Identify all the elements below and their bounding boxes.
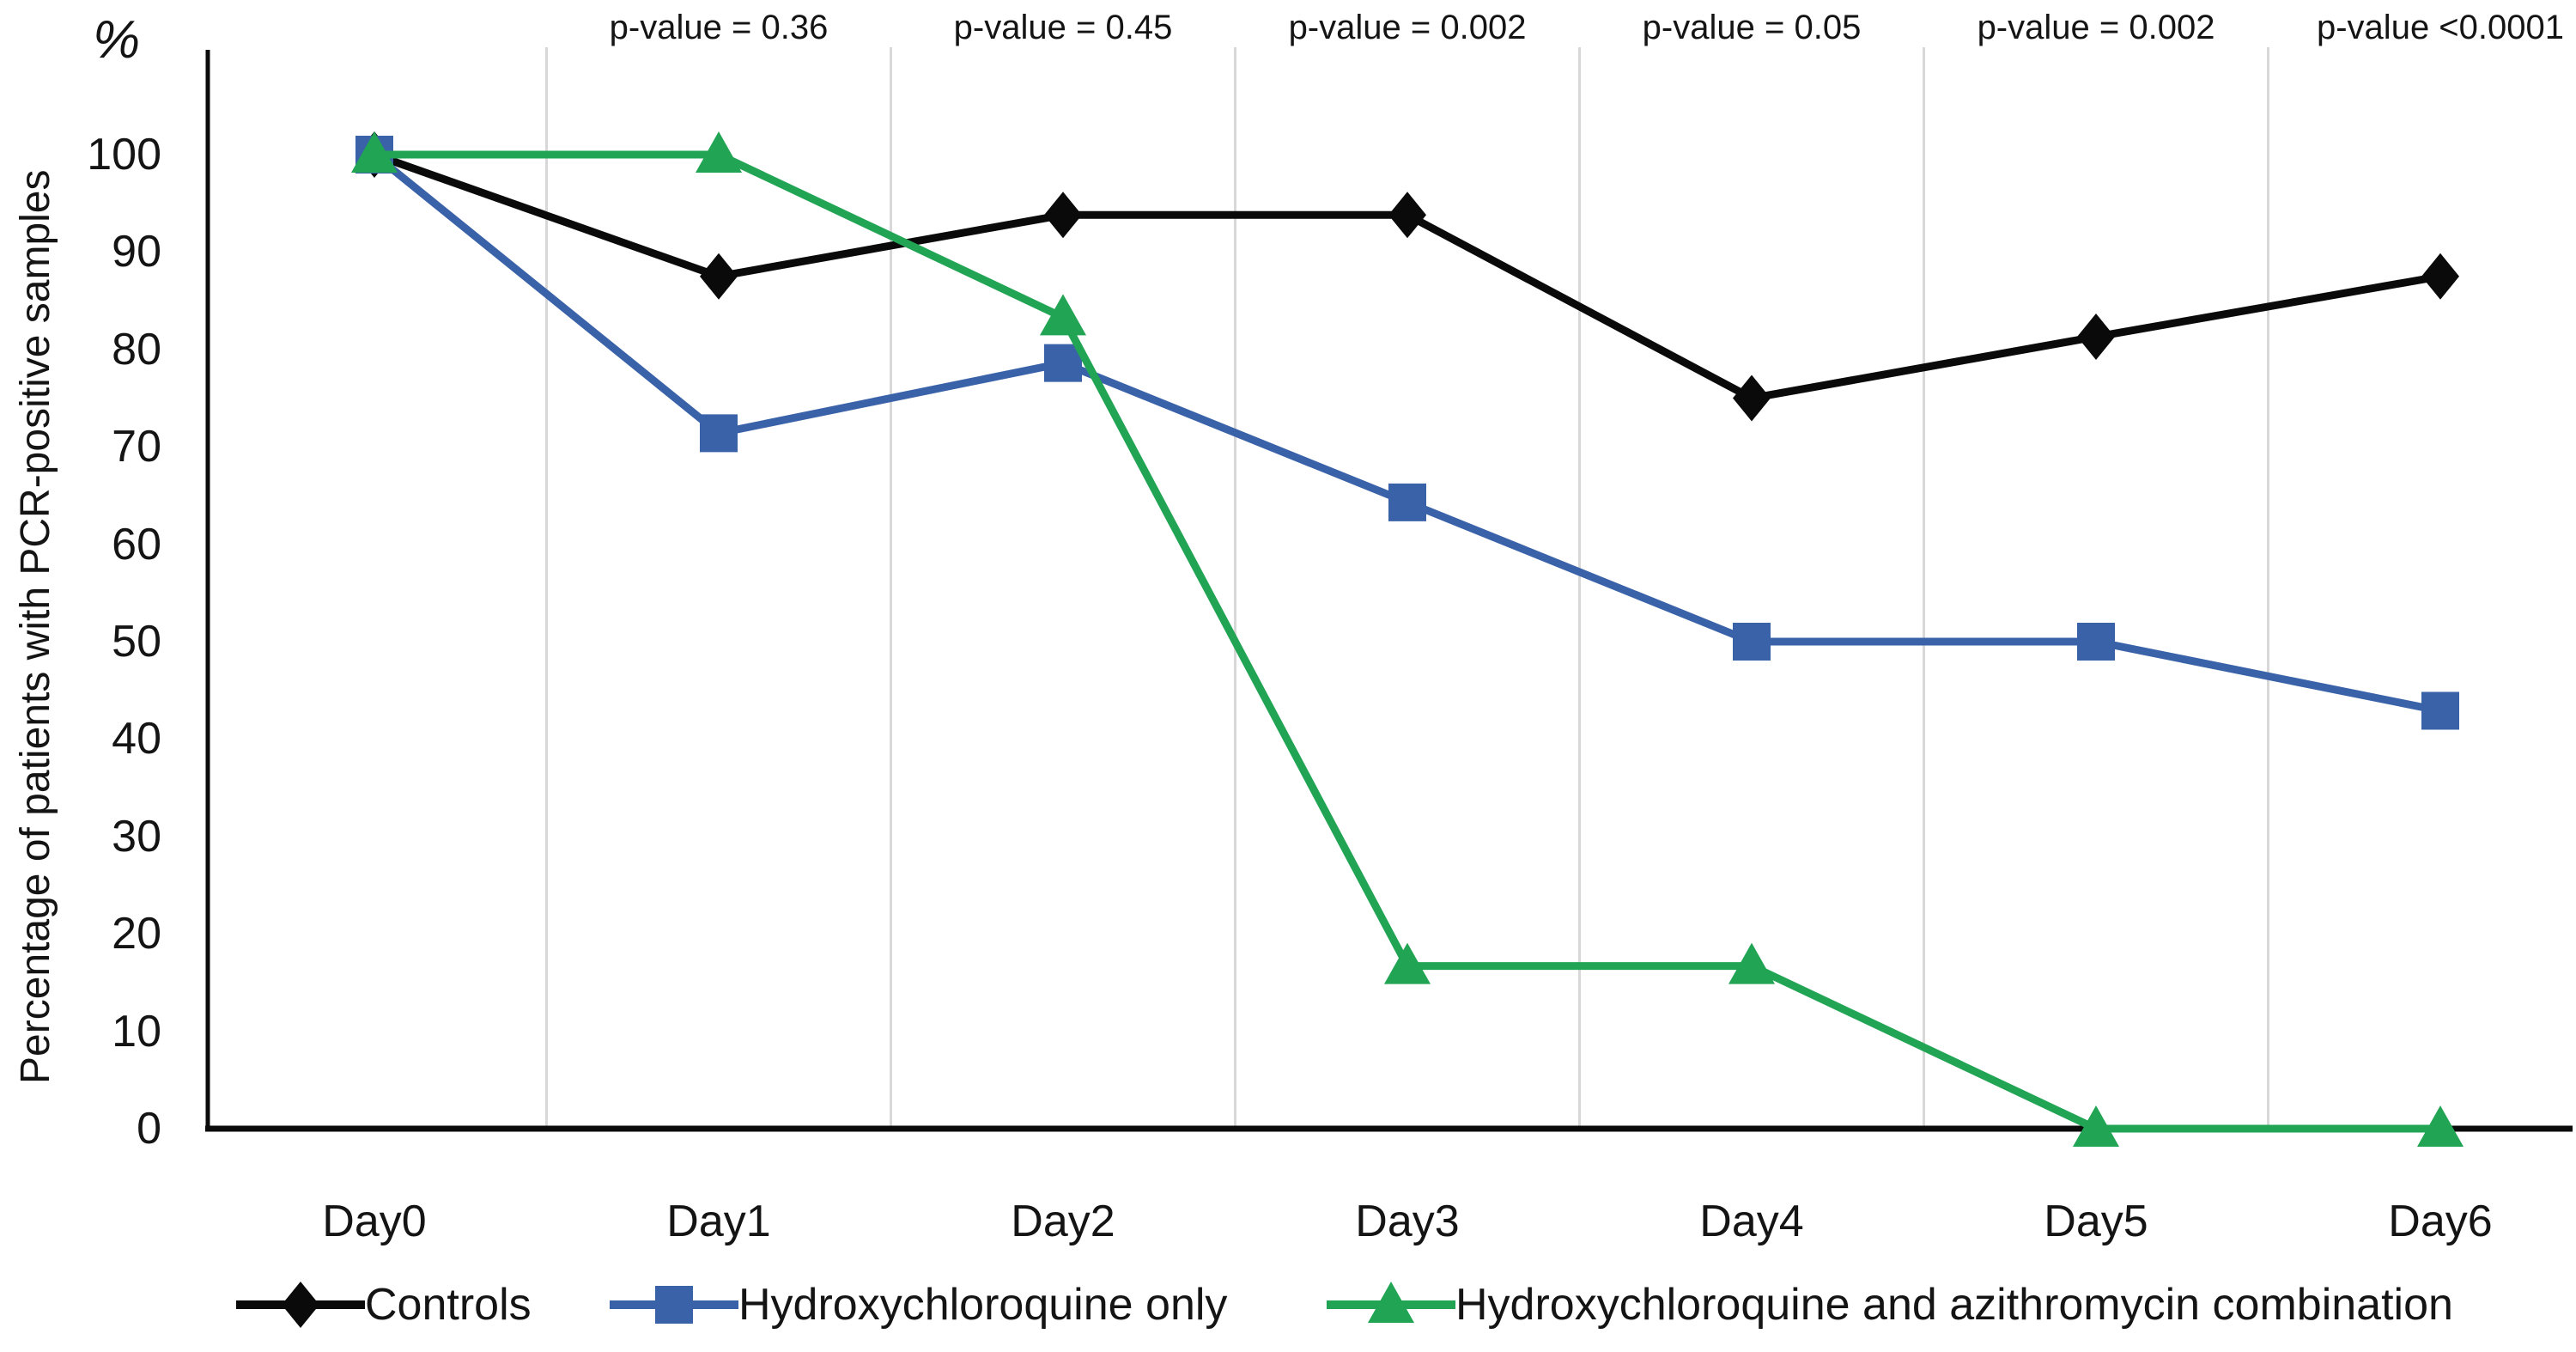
diamond-marker-day3 xyxy=(1388,192,1426,239)
y-tick-label-70: 70 xyxy=(112,422,161,472)
triangle-marker-day0 xyxy=(351,131,398,173)
diamond-marker-day6 xyxy=(2421,253,2459,300)
square-marker-day4 xyxy=(1733,623,1771,661)
diamond-marker-day4 xyxy=(1733,375,1771,422)
x-tick-label-day3: Day3 xyxy=(1355,1197,1460,1246)
series-line-controls xyxy=(373,150,2441,403)
diamond-marker-day2 xyxy=(1044,192,1082,239)
y-axis-unit-label: % xyxy=(93,10,141,70)
triangle-legend-marker-icon xyxy=(1327,1282,1455,1323)
y-tick-label-50: 50 xyxy=(112,617,161,667)
x-tick-label-day0: Day0 xyxy=(322,1197,427,1246)
p-value-label-day5: p-value = 0.002 xyxy=(1977,9,2215,46)
y-tick-label-60: 60 xyxy=(112,519,161,569)
y-tick-label-80: 80 xyxy=(112,324,161,375)
x-tick-label-day4: Day4 xyxy=(1699,1197,1804,1246)
legend-label: Hydroxychloroquine and azithromycin comb… xyxy=(1455,1280,2453,1330)
triangle-marker-day2 xyxy=(1040,294,1086,336)
triangle-marker-day4 xyxy=(1728,942,1775,984)
square-marker-day5 xyxy=(2077,623,2115,661)
y-tick-label-90: 90 xyxy=(112,227,161,277)
triangle-marker-day5 xyxy=(2073,1105,2119,1147)
y-tick-label-30: 30 xyxy=(112,811,161,862)
legend-label: Hydroxychloroquine only xyxy=(738,1280,1228,1330)
x-tick-label-day6: Day6 xyxy=(2388,1197,2493,1246)
y-tick-label-40: 40 xyxy=(112,714,161,764)
p-value-label-day1: p-value = 0.36 xyxy=(609,9,829,46)
y-tick-label-100: 100 xyxy=(87,130,161,180)
y-tick-label-10: 10 xyxy=(112,1006,161,1057)
x-tick-label-day2: Day2 xyxy=(1011,1197,1115,1246)
p-value-label-day6: p-value <0.0001 xyxy=(2316,9,2565,46)
square-legend-marker-icon xyxy=(610,1286,738,1324)
p-value-label-day3: p-value = 0.002 xyxy=(1288,9,1527,46)
x-tick-label-day5: Day5 xyxy=(2044,1197,2148,1246)
triangle-marker-day6 xyxy=(2417,1105,2464,1147)
y-tick-label-0: 0 xyxy=(137,1104,161,1154)
triangle-marker-day3 xyxy=(1384,942,1431,984)
legend-item-controls: Controls xyxy=(236,1278,532,1331)
square-marker-day3 xyxy=(1388,483,1426,521)
legend-item-hydroxychloroquine-only: Hydroxychloroquine only xyxy=(610,1278,1227,1331)
square-marker-day2 xyxy=(1044,344,1082,382)
legend-item-hcq-azithromycin: Hydroxychloroquine and azithromycin comb… xyxy=(1327,1278,2453,1331)
diamond-marker-day1 xyxy=(700,253,738,300)
legend-label: Controls xyxy=(365,1280,532,1330)
p-value-label-day2: p-value = 0.45 xyxy=(953,9,1173,46)
diamond-legend-marker-icon xyxy=(236,1282,365,1328)
triangle-marker-day1 xyxy=(696,131,742,173)
p-value-label-day4: p-value = 0.05 xyxy=(1642,9,1862,46)
square-marker-day1 xyxy=(700,414,738,453)
square-marker-day6 xyxy=(2421,691,2459,730)
x-tick-label-day1: Day1 xyxy=(666,1197,771,1246)
y-tick-label-20: 20 xyxy=(112,909,161,959)
diamond-marker-day5 xyxy=(2077,314,2115,361)
